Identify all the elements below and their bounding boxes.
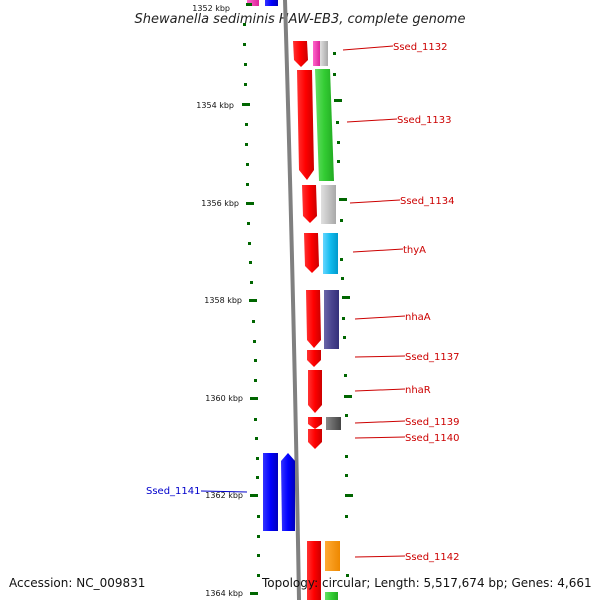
map-title: Shewanella sediminis HAW-EB3, complete g… [135,12,466,27]
gene-label-ssed-1133[interactable]: Ssed_1133 [397,115,452,126]
gene-arrow-partial-pink [247,0,259,6]
gene-arrow-ssed-1141-b[interactable] [281,453,295,531]
kbp-label-1352: 1352 kbp [192,4,230,13]
gene-arrow-ssed-1141[interactable] [263,453,278,531]
gene-label-thya[interactable]: thyA [403,245,426,256]
gene-label-ssed-1140[interactable]: Ssed_1140 [405,433,460,444]
forward-strand-genes [293,41,322,600]
kbp-label-1356: 1356 kbp [201,199,239,208]
gene-arrow-ssed-1139[interactable] [308,417,322,429]
gene-label-ssed-1137[interactable]: Ssed_1137 [405,352,460,363]
cog-bar-1133-green [315,69,334,181]
gene-arrow-ssed-1133[interactable] [297,70,314,180]
gene-arrow-nhaa[interactable] [306,290,321,348]
gene-label-ssed-1134[interactable]: Ssed_1134 [400,196,455,207]
cog-bars [313,41,341,600]
gene-label-ssed-1139[interactable]: Ssed_1139 [405,417,460,428]
inner-ruler [242,3,260,595]
cog-bar-1139-dark [326,417,341,430]
genome-summary-text: Topology: circular; Length: 5,517,674 bp… [261,576,592,590]
kbp-labels: 1352 kbp 1354 kbp 1356 kbp 1358 kbp 1360… [192,4,243,598]
label-leaders [200,45,406,558]
cog-bar-1132-pink [313,41,320,66]
gene-arrow-partial-blue [265,0,278,6]
gene-label-nhaa[interactable]: nhaA [405,312,431,323]
gene-arrow-ssed-1132[interactable] [293,41,308,67]
gene-label-ssed-1132[interactable]: Ssed_1132 [393,42,448,53]
genome-backbone [283,0,301,600]
kbp-label-1364: 1364 kbp [205,589,243,598]
gene-label-nhar[interactable]: nhaR [405,385,431,396]
kbp-label-1358: 1358 kbp [204,296,242,305]
gene-arrow-nhar[interactable] [308,370,322,413]
kbp-label-1360: 1360 kbp [205,394,243,403]
cog-bar-1134-gray [321,185,336,224]
gene-label-ssed-1141[interactable]: Ssed_1141 [146,486,201,497]
kbp-label-1354: 1354 kbp [196,101,234,110]
gene-arrow-ssed-1137[interactable] [307,350,321,367]
gene-labels: Ssed_1132 Ssed_1133 Ssed_1134 thyA nhaA … [146,42,460,563]
gene-arrow-ssed-1134[interactable] [302,185,317,223]
cog-bar-1142-green [325,592,338,600]
accession-text: Accession: NC_009831 [9,576,145,590]
gene-arrow-ssed-1142[interactable] [307,541,321,600]
gene-arrow-ssed-1140[interactable] [308,429,322,449]
cog-bar-thya-cyan [323,233,338,274]
outer-ruler [333,52,353,577]
gene-label-ssed-1142[interactable]: Ssed_1142 [405,552,460,563]
reverse-strand-genes [263,453,295,531]
cog-bar-nhaa-navy [324,290,339,349]
kbp-label-1362: 1362 kbp [205,491,243,500]
cog-bar-1142-orange [325,541,340,571]
cog-bar-1132-gray [320,41,328,66]
gene-arrow-thya[interactable] [304,233,319,273]
